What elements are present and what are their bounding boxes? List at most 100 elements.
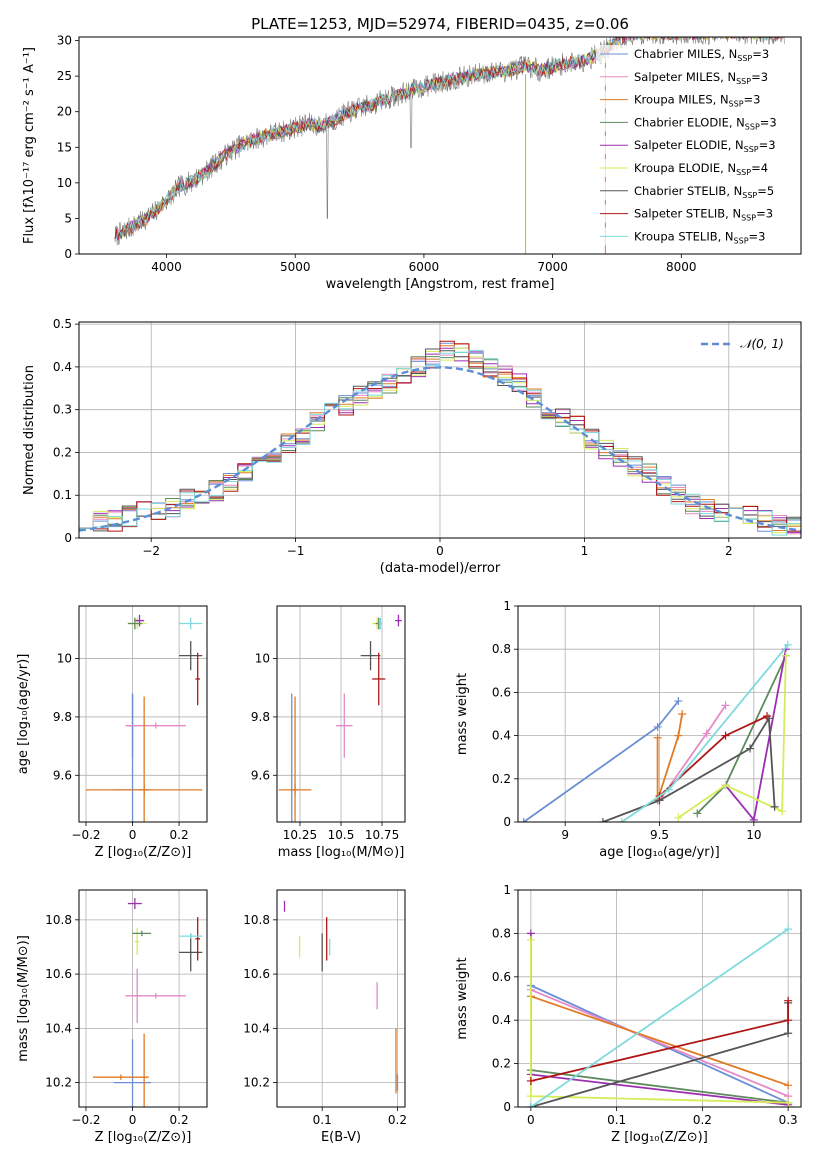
y-tick-label: 0.6 [492, 970, 511, 984]
plot-area-spectrum [114, 37, 785, 254]
x-tick-label: 0.2 [170, 1113, 189, 1127]
y-tick-label: 0.4 [53, 360, 72, 374]
plot-area-weight-vs-age [519, 640, 792, 822]
y-tick-label: 10.6 [243, 967, 270, 981]
errorbar-point [195, 652, 201, 706]
weight-marker [784, 925, 793, 934]
weight-marker [721, 731, 730, 740]
x-tick-label: 0.2 [693, 1113, 712, 1127]
y-tick-label: 10 [255, 652, 270, 666]
y-tick-label: 9.6 [251, 768, 270, 782]
x-tick-label: 9 [561, 828, 569, 842]
y-tick-label: 10.8 [243, 913, 270, 927]
axes-frame [78, 36, 802, 255]
weight-marker [653, 733, 662, 742]
legend-label: Kroupa ELODIE, NSSP=4 [634, 161, 768, 177]
y-axis-label: Normed distribution [22, 365, 37, 495]
weight-marker [674, 731, 683, 740]
weight-marker [678, 710, 687, 718]
y-tick-label: 20 [57, 105, 72, 119]
weight-marker [784, 996, 793, 1005]
weight-marker [749, 815, 758, 822]
panel-weight-vs-Z: 0 0.1 0.2 0.3 0 0.2 0.4 0.6 0.8 1 Z [log₁₀(Z/Z⊙)] m… [455, 883, 802, 1145]
errorbar-point [127, 617, 142, 630]
y-axis-label: age [log₁₀(age/yr)] [16, 654, 31, 775]
errorbar-point [195, 917, 201, 961]
x-tick-label: 0 [129, 828, 137, 842]
y-axis-label: mass [log₁₀(M/M⊙)] [16, 935, 31, 1062]
y-tick-label: 0.3 [53, 403, 72, 417]
y-tick-label: 10.8 [45, 913, 72, 927]
weight-marker [526, 1076, 535, 1085]
x-tick-label: −2 [142, 544, 160, 558]
legend-label: Chabrier STELIB, NSSP=5 [634, 184, 774, 200]
weight-series-line [658, 715, 768, 797]
x-tick-label: 8000 [666, 260, 697, 274]
errorbar-point [179, 617, 203, 630]
weight-marker [783, 640, 792, 649]
model-spectrum-line [114, 37, 780, 240]
weight-marker [519, 818, 528, 822]
errorbar-point [395, 614, 402, 627]
weight-marker [526, 1103, 535, 1107]
y-tick-label: 0 [503, 815, 511, 829]
y-tick-label: 1 [503, 883, 511, 897]
y-tick-label: 10 [57, 652, 72, 666]
y-tick-label: 30 [57, 34, 72, 48]
x-tick-label: 5000 [280, 260, 311, 274]
axes-frame [276, 889, 406, 1108]
weight-marker [746, 744, 755, 753]
spectrum-legend: Chabrier MILES, NSSP=3 Salpeter MILES, NS… [596, 45, 796, 246]
weight-marker [702, 729, 711, 738]
y-tick-label: 10.2 [243, 1076, 270, 1090]
x-tick-label: −1 [287, 544, 305, 558]
legend-label: Chabrier MILES, NSSP=3 [634, 47, 769, 63]
x-axis-label: (data-model)/error [380, 561, 501, 576]
x-tick-label: 7000 [537, 260, 568, 274]
model-spectrum-line [114, 37, 780, 241]
histogram-step [79, 349, 801, 536]
plot-area-age-vs-mass [278, 614, 402, 822]
weight-marker [784, 1029, 793, 1038]
y-tick-label: 10.6 [45, 967, 72, 981]
y-axis-label: mass weight [455, 673, 470, 755]
panel-mass-vs-ebv: 0.1 0.2 10.2 10.4 10.6 10.8 E(B-V) [243, 889, 407, 1145]
panel-spectrum: 4000 5000 6000 7000 8000 0 5 10 15 20 25 30 waveleng… [22, 34, 802, 292]
errorbar-point [113, 1039, 152, 1107]
y-tick-label: 0.2 [53, 445, 72, 459]
x-tick-label: −0.2 [71, 1113, 100, 1127]
y-axis-label: Flux [fλ10⁻¹⁷ erg cm⁻² s⁻¹ A⁻¹] [22, 47, 37, 244]
x-tick-label: 9.5 [650, 828, 669, 842]
x-tick-label: 10.5 [328, 828, 355, 842]
x-tick-label: 0 [527, 1113, 535, 1127]
x-tick-label: 10 [746, 828, 761, 842]
weight-marker [763, 712, 772, 721]
plot-area-mass-vs-ebv [283, 900, 399, 1094]
errorbar-point [179, 933, 203, 972]
weight-series-line [656, 713, 683, 801]
errorbar-point [92, 1074, 149, 1080]
weight-marker [778, 807, 787, 816]
errorbar-point [378, 617, 383, 630]
weight-marker [664, 785, 673, 794]
y-tick-label: 15 [57, 140, 72, 154]
weight-marker [784, 1098, 793, 1107]
errorbar-point [134, 614, 145, 627]
y-tick-label: 10.4 [243, 1021, 270, 1035]
weight-series-line [530, 1069, 789, 1104]
x-tick-label: 10.75 [365, 828, 399, 842]
y-tick-label: 9.8 [251, 710, 270, 724]
x-tick-label: 0.1 [313, 1113, 332, 1127]
weight-marker [674, 813, 683, 822]
y-tick-label: 9.8 [53, 710, 72, 724]
x-tick-label: 1 [581, 544, 589, 558]
axes-frame [517, 889, 802, 1108]
model-spectrum-line [114, 37, 782, 240]
y-axis-label: mass weight [455, 957, 470, 1039]
axes-frame [78, 605, 208, 823]
y-tick-label: 0 [64, 531, 72, 545]
weight-series-line [677, 655, 787, 819]
weight-marker [598, 818, 607, 822]
y-tick-label: 0.2 [492, 1057, 511, 1071]
errorbar-point [291, 696, 299, 822]
